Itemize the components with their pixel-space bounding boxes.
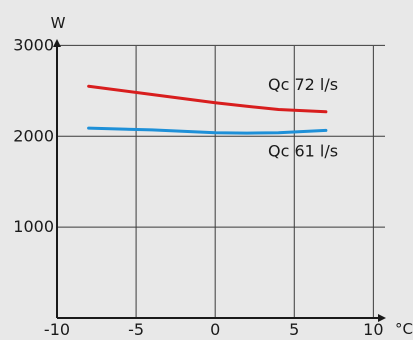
axes [53, 39, 386, 322]
x-tick-label: 5 [289, 320, 299, 339]
series-label: Qc 72 l/s [268, 75, 338, 94]
series-labels: Qc 72 l/s Qc 61 l/s [268, 75, 338, 161]
series-line [87, 84, 328, 114]
y-axis-title: W [51, 14, 66, 32]
x-tick-label: 10 [363, 320, 383, 339]
y-tick-label: 3000 [13, 35, 54, 54]
series-lines [87, 84, 328, 135]
x-axis-title: °C [395, 320, 413, 338]
series-label: Qc 61 l/s [268, 141, 338, 160]
x-axis-arrow [378, 314, 386, 322]
y-tick-label: 2000 [13, 126, 54, 145]
tick-labels: -10 -5 0 5 10 1000 2000 3000 [13, 35, 383, 339]
x-tick-label: 0 [210, 320, 220, 339]
series-line [87, 126, 328, 135]
x-tick-label: -5 [128, 320, 144, 339]
x-tick-label: -10 [44, 320, 70, 339]
grid-lines [57, 44, 385, 318]
y-tick-label: 1000 [13, 217, 54, 236]
y-axis-arrow [53, 39, 61, 47]
